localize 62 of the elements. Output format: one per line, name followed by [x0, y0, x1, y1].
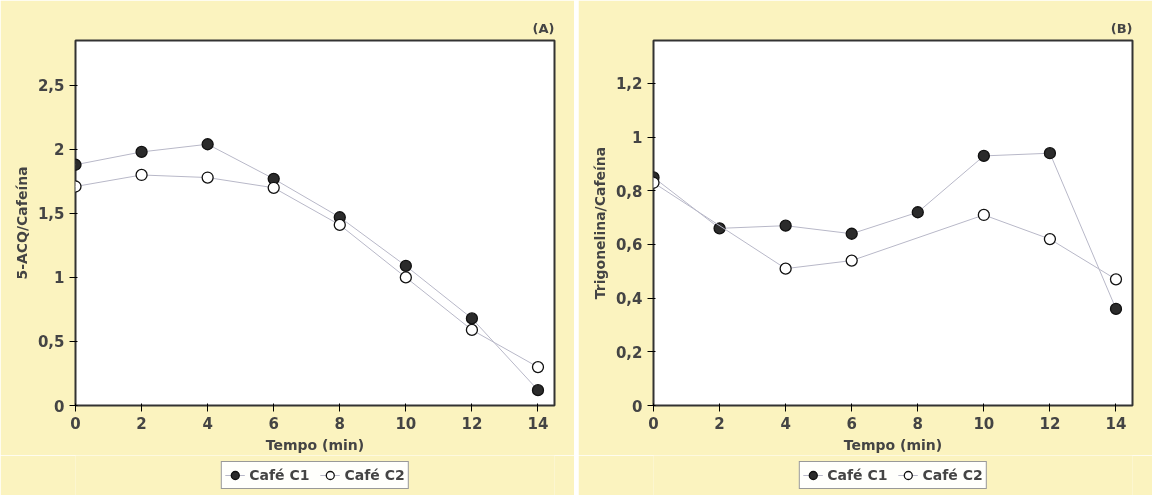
y-tick-label: 1	[54, 269, 65, 288]
point	[201, 138, 214, 151]
y-tick-label: 1,2	[615, 75, 643, 94]
x-tick-label: 8	[334, 414, 345, 433]
x-tick-label: 12	[1039, 414, 1061, 433]
y-tick-label: 0,8	[615, 182, 643, 201]
x-tick-label: 0	[70, 414, 81, 433]
point	[779, 219, 792, 232]
legend-label: Café C1	[827, 467, 888, 483]
point	[531, 360, 545, 374]
point	[845, 254, 858, 267]
y-tick-label: 0	[632, 397, 643, 416]
x-tick-label: 14	[1105, 414, 1127, 433]
point	[1043, 232, 1057, 246]
point	[465, 312, 479, 325]
y-tick-label: 2,5	[37, 77, 65, 96]
x-tick-label: 6	[268, 414, 279, 433]
y-tick-label: 0,4	[615, 290, 643, 309]
point	[399, 259, 412, 273]
y-tick-label: 2	[54, 141, 65, 160]
x-tick-label: 2	[136, 414, 147, 433]
point	[977, 149, 990, 163]
point	[267, 181, 280, 194]
y-axis-title: 5-ACQ/Cafeína	[13, 166, 30, 280]
legend-label: Café C2	[344, 467, 405, 483]
x-axis-title: Tempo (min)	[843, 436, 943, 453]
y-tick-label: 1	[632, 129, 643, 148]
y-tick-label: 0,5	[37, 333, 65, 352]
point	[135, 168, 148, 182]
x-tick-label: 12	[461, 414, 483, 433]
x-tick-label: 0	[648, 414, 659, 433]
x-axis-title: Tempo (min)	[265, 436, 365, 453]
y-tick-label: 0,2	[615, 343, 643, 362]
point	[399, 271, 412, 284]
point	[1109, 273, 1123, 286]
point	[201, 171, 214, 184]
legend-label: Café C1	[249, 467, 310, 483]
x-tick-label: 4	[780, 414, 791, 433]
x-tick-label: 14	[527, 414, 549, 433]
x-tick-label: 10	[973, 414, 995, 433]
point	[465, 323, 479, 337]
point	[779, 262, 792, 275]
chart-title: (A)	[532, 20, 555, 36]
chart-title: (B)	[1110, 20, 1133, 36]
x-tick-label: 8	[912, 414, 923, 433]
y-tick-label: 1,5	[37, 205, 65, 224]
point	[135, 145, 148, 159]
point	[1043, 147, 1057, 160]
x-tick-label: 10	[395, 414, 417, 433]
y-axis-title: Trigonelina/Cafeína	[591, 146, 608, 300]
point	[531, 383, 545, 397]
x-tick-label: 4	[202, 414, 213, 433]
y-tick-label: 0	[54, 397, 65, 416]
point	[977, 208, 990, 222]
point	[845, 227, 858, 240]
point	[911, 206, 924, 219]
x-tick-label: 2	[714, 414, 725, 433]
y-tick-label: 0,6	[615, 236, 643, 255]
x-tick-label: 6	[846, 414, 857, 433]
legend-label: Café C2	[922, 467, 983, 483]
point	[333, 218, 346, 232]
point	[1109, 302, 1123, 316]
